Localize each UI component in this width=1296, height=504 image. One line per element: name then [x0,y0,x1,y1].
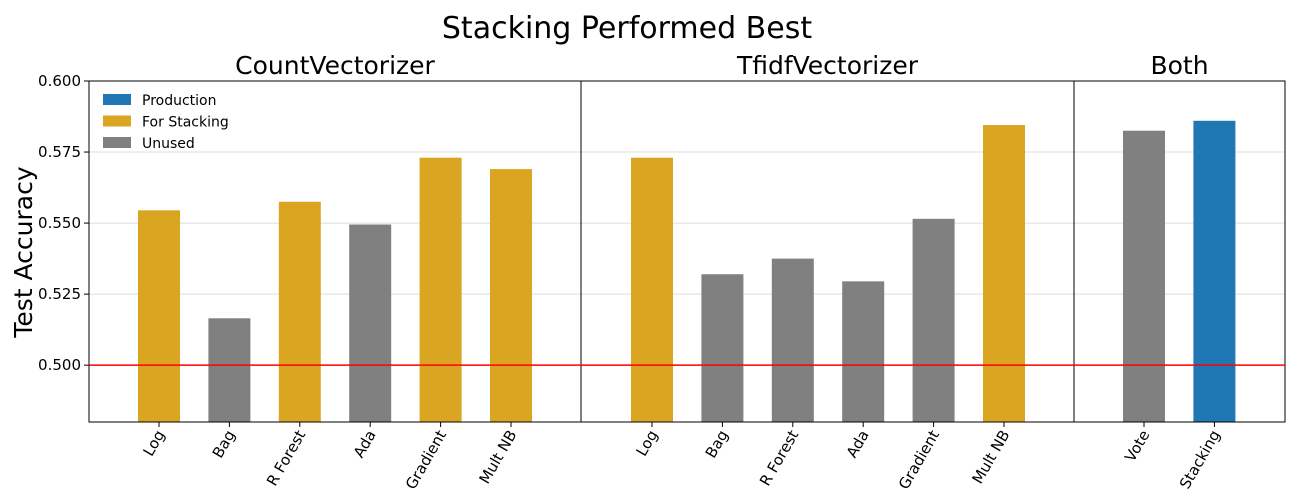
x-tick-label: Ada [843,427,873,461]
panel-countvectorizer: CountVectorizer Log Bag R Forest Ada Gradient… [88,51,582,493]
bar [278,201,321,422]
x-tick-label: Log [139,427,168,459]
panel-frame [1073,80,1286,423]
x-tick-label: Mult NB [968,427,1013,487]
legend-swatch [103,94,131,105]
y-axis-label: Test Accuracy [9,166,38,339]
panel-both: Both Vote Stacking [1073,51,1286,492]
x-tick-label: Log [632,427,661,459]
x-tick-label: Ada [350,427,380,461]
y-tick-label: 0.575 [38,143,81,161]
panel-title: TfidfVectorizer [736,51,919,80]
y-tick-label: 0.600 [38,72,81,90]
x-tick-label: Bag [209,427,239,461]
y-tick-label: 0.525 [38,285,81,303]
x-tick-label: Vote [1121,427,1153,465]
x-tick-label: Gradient [895,427,943,493]
bar [419,157,462,422]
legend-label: Unused [142,136,195,152]
x-tick-label: Stacking [1176,427,1224,492]
x-tick-label: Gradient [402,427,450,493]
bar [349,224,392,422]
bar [912,218,955,422]
panel-title: CountVectorizer [235,51,435,80]
panel-tfidfvectorizer: TfidfVectorizer Log Bag R Forest Ada Gradient… [580,51,1075,493]
bar [138,210,180,422]
x-tick-label: R Forest [263,427,309,489]
panels: CountVectorizer Log Bag R Forest Ada Gradient… [88,51,1286,493]
bar [490,169,532,422]
bar [631,157,673,422]
legend-label: For Stacking [142,115,229,131]
x-tick-label: Bag [702,427,732,461]
panel-title: Both [1150,51,1208,80]
bar [701,274,744,422]
x-tick-label: R Forest [756,427,802,489]
bar [983,125,1025,422]
y-tick-label: 0.500 [38,356,81,374]
legend-swatch [103,115,131,127]
bar [208,318,251,422]
y-tick-label: 0.550 [38,214,81,232]
bar [771,258,814,422]
chart-title: Stacking Performed Best [442,11,812,46]
legend: Production For Stacking Unused [103,93,229,152]
x-tick-label: Mult NB [475,427,520,487]
bar [842,281,885,422]
y-axis: 0.500 0.525 0.550 0.575 0.600 [38,72,89,374]
bar [1123,130,1165,422]
legend-label: Production [142,93,216,109]
bar [1193,120,1236,423]
legend-swatch [103,137,131,148]
